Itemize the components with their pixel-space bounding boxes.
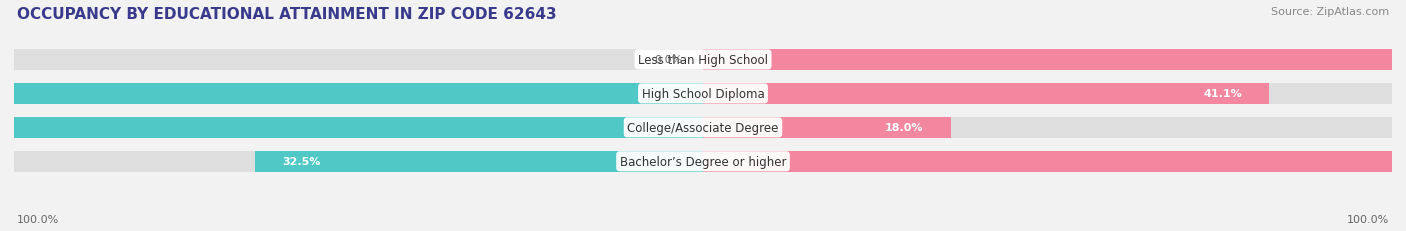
Bar bbox=[703, 83, 1270, 104]
Text: Bachelor’s Degree or higher: Bachelor’s Degree or higher bbox=[620, 155, 786, 168]
Text: College/Associate Degree: College/Associate Degree bbox=[627, 121, 779, 134]
Bar bbox=[256, 151, 703, 172]
Bar bbox=[14, 50, 1392, 71]
Bar bbox=[14, 83, 1392, 104]
Text: 18.0%: 18.0% bbox=[884, 123, 924, 133]
Bar bbox=[0, 83, 703, 104]
Bar bbox=[703, 50, 1406, 71]
Bar bbox=[703, 117, 950, 138]
Text: High School Diploma: High School Diploma bbox=[641, 88, 765, 100]
Text: 100.0%: 100.0% bbox=[1347, 214, 1389, 224]
Text: OCCUPANCY BY EDUCATIONAL ATTAINMENT IN ZIP CODE 62643: OCCUPANCY BY EDUCATIONAL ATTAINMENT IN Z… bbox=[17, 7, 557, 22]
Bar bbox=[14, 117, 1392, 138]
Text: 32.5%: 32.5% bbox=[283, 157, 321, 167]
Text: 41.1%: 41.1% bbox=[1204, 89, 1241, 99]
Text: 100.0%: 100.0% bbox=[17, 214, 59, 224]
Bar bbox=[0, 117, 703, 138]
Text: Source: ZipAtlas.com: Source: ZipAtlas.com bbox=[1271, 7, 1389, 17]
Text: Less than High School: Less than High School bbox=[638, 54, 768, 67]
Bar bbox=[14, 151, 1392, 172]
Text: 0.0%: 0.0% bbox=[654, 55, 682, 65]
Bar bbox=[703, 151, 1406, 172]
